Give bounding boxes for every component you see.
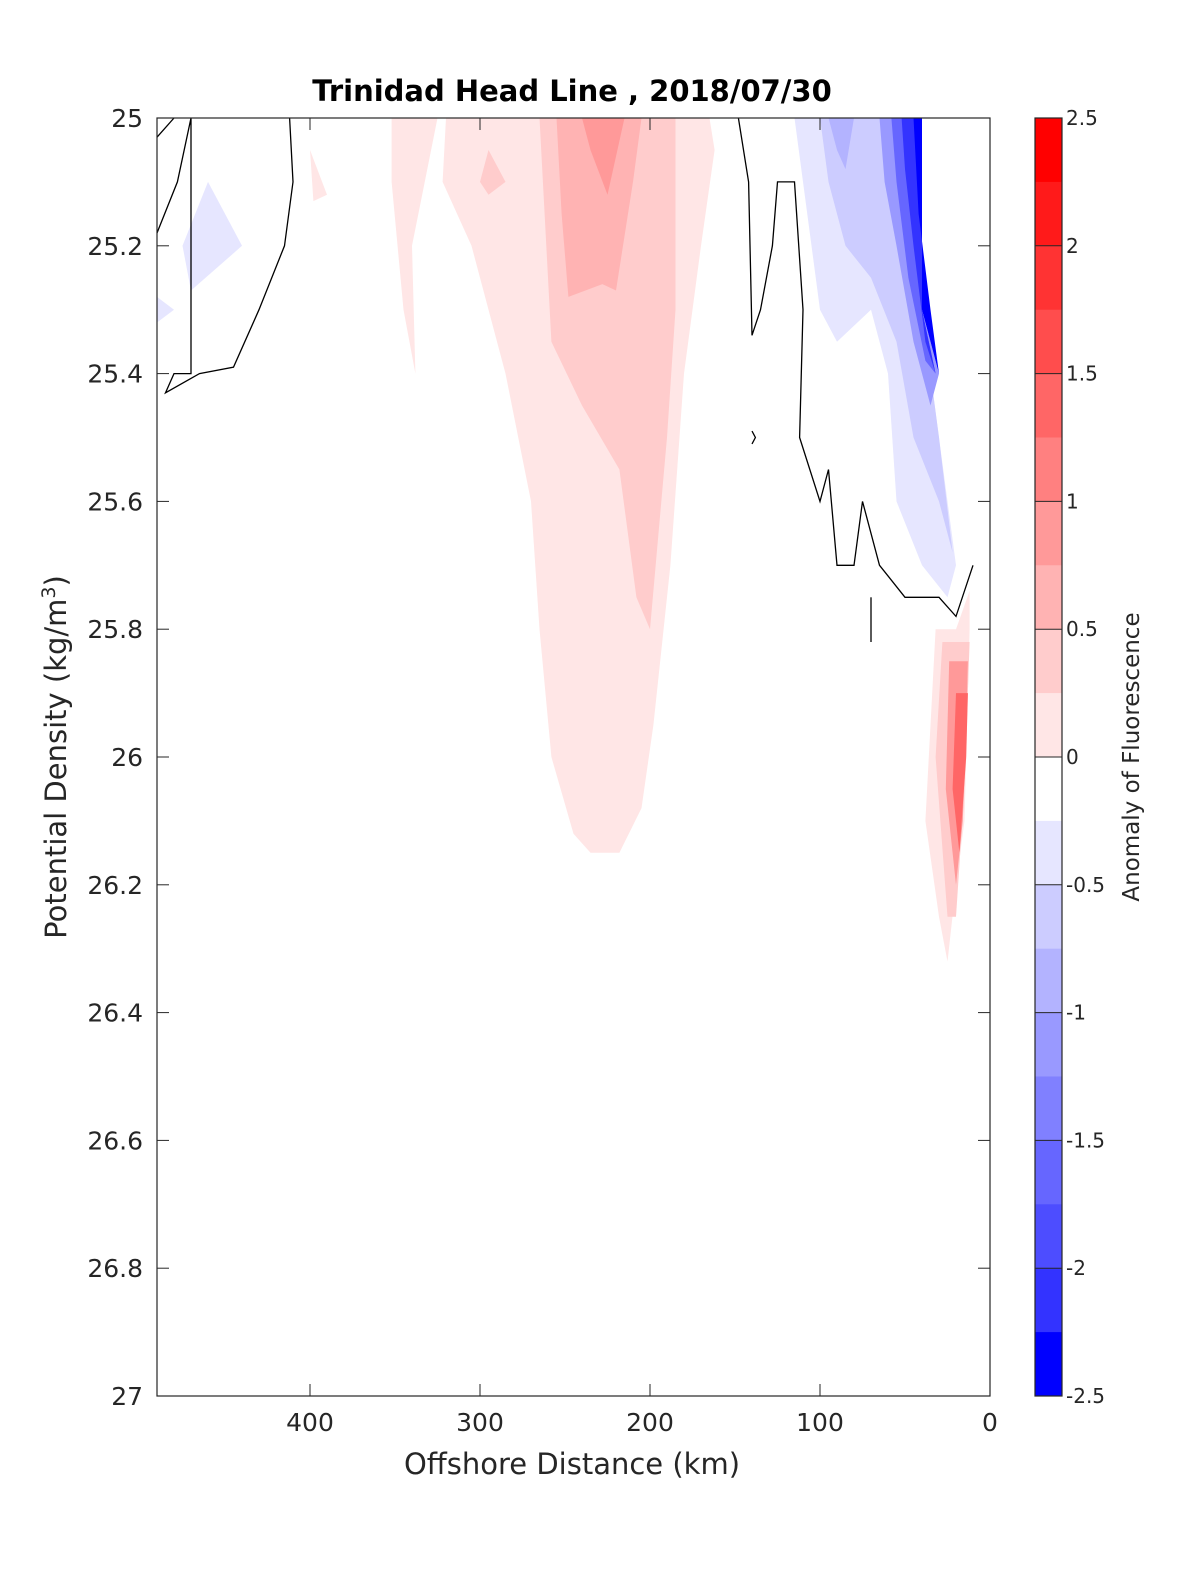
x-tick-label: 300 — [456, 1408, 504, 1437]
colorbar-tick-label: 1 — [1066, 489, 1079, 513]
colorbar-level — [1035, 1012, 1062, 1077]
y-tick-label: 27 — [111, 1382, 143, 1411]
colorbar-level — [1035, 884, 1062, 950]
colorbar-level — [1035, 948, 1062, 1014]
y-axis-label-close: ) — [39, 575, 73, 586]
x-axis-ticks: 400 300 200 100 0 — [286, 118, 998, 1437]
contour-region-nearshore-negative-6 — [901, 118, 936, 374]
contour-line-zero-contour-nearshore-1 — [737, 117, 974, 618]
y-tick-label: 25.8 — [87, 615, 143, 644]
colorbar-level — [1035, 118, 1062, 183]
y-tick-label: 26.4 — [87, 999, 143, 1028]
contour-region-positive-patch-far-offshore — [310, 150, 327, 202]
y-axis-label-main: Potential Density (kg/m — [39, 599, 73, 939]
y-tick-label: 25.6 — [87, 487, 143, 516]
colorbar-level — [1035, 245, 1062, 311]
chart-title: Trinidad Head Line , 2018/07/30 — [312, 74, 832, 108]
contour-fill-layer — [157, 118, 970, 962]
y-axis-label-superscript: 3 — [38, 586, 60, 598]
colorbar-tick-label: 2.5 — [1066, 106, 1098, 130]
colorbar-level — [1035, 181, 1062, 247]
colorbar-label: Anomaly of Fluorescence — [1119, 612, 1145, 901]
colorbar-level — [1035, 1076, 1062, 1141]
x-tick-label: 0 — [982, 1408, 998, 1437]
contour-region-nearshore-negative-7 — [913, 118, 939, 374]
contour-region-far-offshore-negative-2 — [157, 296, 174, 323]
contour-region-positive-band-offshore — [391, 118, 438, 374]
colorbar-level — [1035, 629, 1062, 694]
x-tick-label: 200 — [626, 1408, 674, 1437]
y-tick-label: 26.8 — [87, 1254, 143, 1283]
colorbar-level — [1035, 1268, 1062, 1333]
colorbar-ticks: 2.5 2 1.5 1 0.5 0 -0.5 -1 -1.5 -2 -2.5 — [1035, 106, 1105, 1408]
y-axis-ticks: 25 25.2 25.4 25.6 25.8 26 26.2 26.4 26.6 26.8 27 — [87, 104, 990, 1411]
colorbar-tick-label: 1.5 — [1066, 362, 1098, 386]
colorbar-tick-label: -0.5 — [1066, 873, 1105, 897]
contour-line-layer — [156, 117, 974, 642]
x-tick-label: 100 — [796, 1408, 844, 1437]
colorbar — [1035, 118, 1062, 1397]
y-tick-label: 26.6 — [87, 1126, 143, 1155]
contour-region-central-core-positive — [556, 118, 642, 297]
colorbar-tick-label: 0 — [1066, 745, 1079, 769]
colorbar-level — [1035, 501, 1062, 566]
colorbar-tick-label: -1.5 — [1066, 1128, 1105, 1152]
contour-line-zero-contour-offshore — [156, 117, 294, 395]
contour-region-central-peak-positive — [582, 118, 625, 195]
colorbar-level — [1035, 693, 1062, 758]
colorbar-tick-label: 2 — [1066, 234, 1079, 258]
colorbar-level — [1035, 437, 1062, 502]
colorbar-level — [1035, 373, 1062, 438]
contour-region-nearshore-deep-positive-4 — [952, 693, 968, 853]
x-axis-label: Offshore Distance (km) — [404, 1447, 740, 1481]
colorbar-level — [1035, 1140, 1062, 1205]
colorbar-tick-label: -1 — [1066, 1001, 1086, 1025]
colorbar-level — [1035, 757, 1062, 822]
y-tick-label: 25.4 — [87, 360, 143, 389]
contour-region-small-positive-blob — [480, 150, 506, 195]
colorbar-level — [1035, 309, 1062, 375]
colorbar-level — [1035, 1332, 1062, 1397]
colorbar-tick-label: -2 — [1066, 1256, 1086, 1280]
y-tick-label: 26.2 — [87, 871, 143, 900]
contour-line-zero-contour-small-loop — [751, 430, 757, 445]
colorbar-level — [1035, 1204, 1062, 1269]
y-tick-label: 25 — [111, 104, 143, 133]
colorbar-level — [1035, 820, 1062, 886]
contour-region-far-offshore-negative-1 — [182, 181, 242, 291]
y-tick-label: 26 — [111, 743, 143, 772]
y-axis-label: Potential Density (kg/m3) — [38, 575, 73, 939]
colorbar-tick-label: 0.5 — [1066, 617, 1098, 641]
y-tick-label: 25.2 — [87, 232, 143, 261]
colorbar-level — [1035, 565, 1062, 630]
contour-line-zero-contour-offshore-edge — [156, 117, 175, 138]
contour-region-nearshore-negative-3 — [828, 118, 854, 170]
x-tick-label: 400 — [286, 1408, 334, 1437]
colorbar-tick-label: -2.5 — [1066, 1384, 1105, 1408]
